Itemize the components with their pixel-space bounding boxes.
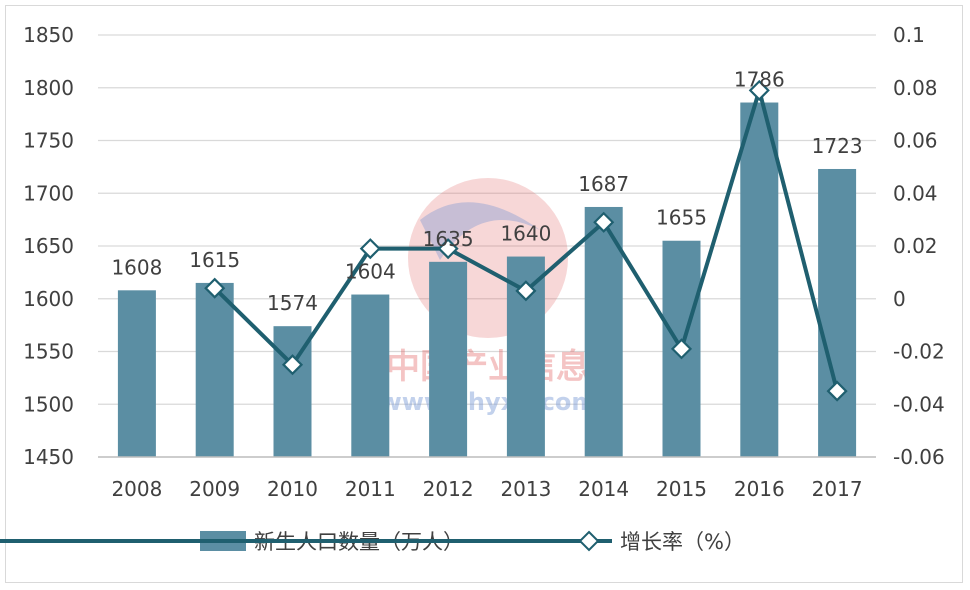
line-point [359,238,381,260]
x-tick-label: 2011 [345,477,396,501]
watermark: 中国产业信息 www.chyxx.com [380,178,597,416]
y-left-tick-label: 1600 [23,287,74,311]
x-tick-label: 2009 [189,477,240,501]
legend-line-marker [578,530,600,552]
x-tick-label: 2016 [734,477,785,501]
line-point [826,380,848,402]
line-point [437,238,459,260]
y-right-tick-label: 0.06 [893,129,938,153]
line-point [204,277,226,299]
bar-value-label: 1687 [578,172,629,196]
x-tick-label: 2014 [578,477,629,501]
watermark-text: 中国产业信息 [386,347,590,387]
y-left-tick-label: 1750 [23,129,74,153]
y-right-tick-label: 0.1 [893,23,925,47]
bar [740,102,779,458]
line-point [593,211,615,233]
x-tick-label: 2010 [267,477,318,501]
y-right-tick-label: -0.04 [893,392,945,416]
bar [818,168,857,458]
x-tick-label: 2012 [423,477,474,501]
y-left-tick-label: 1650 [23,234,74,258]
legend: 新生人口数量（万人） 增长率（%） [0,530,745,554]
bar-value-label: 1574 [267,291,318,315]
axes: 1450 1500 1550 1600 1650 1700 1750 1800 1850 -0.0… [23,23,945,501]
data-labels: 1608 1615 1574 1604 1635 1640 1687 1655 1786 1723 [111,68,862,316]
x-tick-label: 2015 [656,477,707,501]
line-point [748,79,770,101]
line-series [204,79,848,402]
bar [584,206,623,457]
y-left-tick-label: 1450 [23,445,74,469]
watermark-url: www.chyxx.com [380,388,597,416]
line-point [281,354,304,376]
x-tick-label: 2008 [111,477,162,501]
legend-line-label: 增长率（%） [620,530,745,554]
bar-series [117,102,857,458]
x-tick-label: 2013 [500,477,551,501]
chart-frame [5,5,963,583]
bar-value-label: 1604 [345,260,396,284]
y-right-tick-label: 0.02 [893,234,938,258]
bar [351,294,390,457]
y-right-tick-label: 0.04 [893,181,938,205]
y-left-tick-label: 1800 [23,76,74,100]
y-right-tick-label: -0.06 [893,445,945,469]
bar-value-label: 1640 [500,222,551,246]
line-point [515,280,537,302]
y-right-tick-label: 0 [893,287,906,311]
bar-value-label: 1615 [189,248,240,272]
y-left-tick-label: 1850 [23,23,74,47]
bar [195,282,234,457]
y-left-tick-label: 1500 [23,392,74,416]
y-left-tick-label: 1700 [23,181,74,205]
bar [429,261,468,457]
line-point [670,338,693,360]
y-right-tick-label: -0.02 [893,340,945,364]
bar-value-label: 1723 [812,134,863,158]
y-right-tick-label: 0.08 [893,76,938,100]
bar-value-label: 1786 [734,68,785,92]
bar-value-label: 1635 [423,227,474,251]
x-tick-label: 2017 [812,477,863,501]
y-left-tick-label: 1550 [23,340,74,364]
bar [117,290,156,457]
bar-value-label: 1608 [111,255,162,279]
bar-value-label: 1655 [656,206,707,230]
